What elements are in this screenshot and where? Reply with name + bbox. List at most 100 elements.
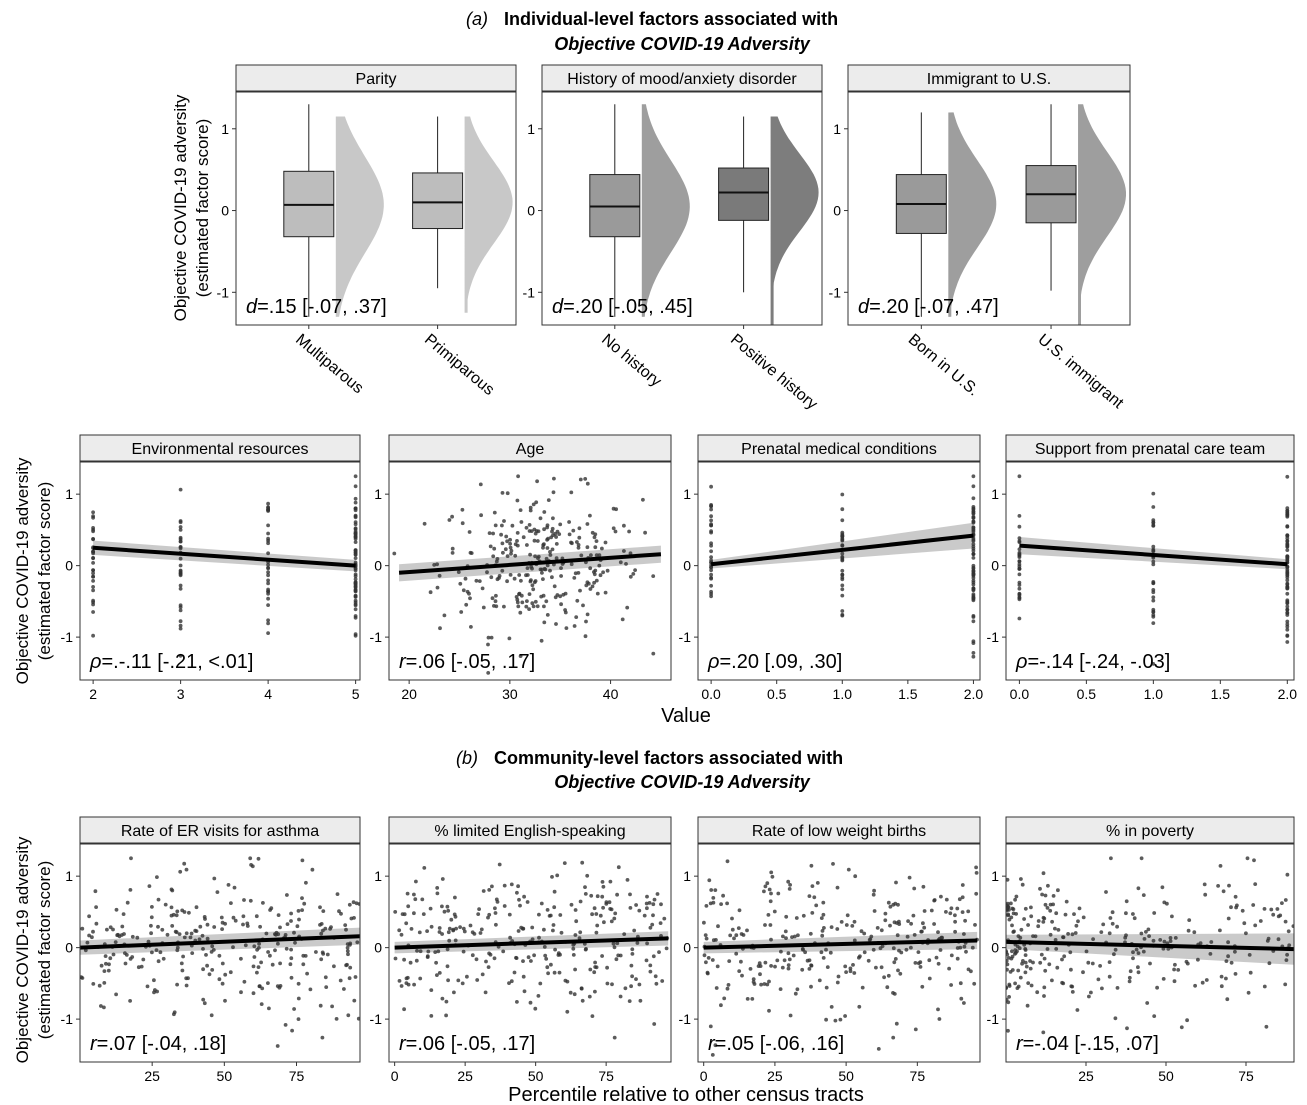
data-point — [1252, 858, 1256, 863]
data-point — [1285, 872, 1290, 877]
data-point — [781, 934, 785, 939]
data-point — [936, 1007, 940, 1012]
data-point — [645, 894, 649, 899]
data-point — [628, 574, 633, 579]
data-point — [541, 545, 545, 550]
data-point — [556, 951, 561, 956]
data-point — [452, 912, 457, 917]
data-point — [502, 904, 507, 908]
data-point — [1053, 938, 1058, 942]
data-point — [603, 590, 608, 595]
data-point — [1151, 524, 1156, 528]
data-point — [202, 1001, 207, 1006]
data-point — [709, 514, 713, 519]
data-point — [1115, 986, 1120, 990]
data-point — [608, 879, 613, 884]
data-point — [418, 976, 423, 981]
panel-title: Parity — [356, 71, 397, 88]
data-point — [478, 931, 483, 935]
data-point — [597, 553, 602, 558]
panel-border — [235, 91, 517, 326]
data-point — [971, 595, 976, 600]
data-point — [585, 612, 590, 617]
data-point — [848, 969, 853, 974]
data-point — [960, 895, 965, 900]
data-point — [620, 617, 625, 622]
data-point — [1253, 882, 1258, 886]
data-point — [1151, 662, 1156, 666]
data-point — [883, 918, 888, 923]
data-point — [974, 865, 978, 870]
panel-strip — [847, 64, 1131, 92]
data-point — [518, 508, 523, 512]
data-point — [268, 953, 272, 958]
data-point — [1010, 968, 1015, 972]
data-point — [734, 933, 739, 938]
data-point — [353, 595, 358, 599]
data-point — [558, 913, 563, 917]
data-point — [971, 516, 976, 520]
data-point — [458, 581, 463, 586]
data-point — [266, 501, 270, 506]
data-point — [795, 987, 800, 992]
data-point — [266, 621, 270, 626]
data-point — [519, 520, 524, 524]
data-point — [266, 565, 270, 570]
data-point — [1089, 990, 1093, 995]
data-point — [647, 901, 652, 905]
data-point — [348, 965, 353, 970]
data-point — [346, 1013, 351, 1018]
data-point — [578, 477, 583, 482]
data-point — [413, 897, 418, 902]
data-point — [296, 981, 301, 986]
data-point — [1013, 981, 1017, 986]
data-point — [505, 579, 509, 584]
data-point — [869, 934, 874, 939]
data-point — [252, 944, 257, 949]
data-point — [953, 929, 957, 934]
x-tick-label: 2.0 — [1278, 686, 1298, 702]
data-point — [1285, 952, 1289, 957]
data-point — [1045, 906, 1050, 910]
panel-border — [1005, 843, 1295, 1063]
data-point — [267, 1006, 271, 1011]
data-point — [525, 599, 529, 603]
panel-border — [388, 843, 672, 1063]
data-point — [356, 1016, 360, 1021]
data-point — [1055, 965, 1060, 970]
data-point — [1151, 938, 1156, 943]
data-point — [494, 559, 499, 564]
data-point — [840, 492, 845, 497]
data-point — [1041, 920, 1046, 924]
data-point — [1233, 894, 1238, 899]
stat-annotation: ρ=.-.11 [-.21, <.01] — [89, 651, 253, 673]
data-point — [1006, 962, 1010, 967]
data-point — [420, 897, 425, 902]
data-point — [548, 550, 552, 554]
data-point — [497, 862, 502, 867]
x-tick-label: 75 — [289, 1068, 305, 1084]
data-point — [1107, 931, 1112, 936]
data-point — [574, 919, 579, 924]
data-point — [178, 626, 183, 631]
stat-prefix: ρ — [1015, 651, 1027, 673]
data-point — [412, 982, 416, 987]
data-point — [353, 506, 358, 511]
data-point — [602, 920, 606, 925]
data-point — [91, 929, 95, 934]
data-point — [437, 971, 442, 975]
data-point — [613, 911, 618, 916]
data-point — [399, 984, 404, 988]
data-point — [266, 981, 270, 985]
data-point — [562, 861, 567, 865]
data-point — [512, 576, 517, 581]
data-point — [971, 571, 976, 576]
data-point — [487, 951, 491, 956]
data-point — [713, 888, 718, 892]
data-point — [971, 651, 976, 655]
data-point — [491, 554, 496, 559]
data-point — [1262, 907, 1267, 911]
data-point — [840, 572, 845, 577]
row2-ylabel-line1: Objective COVID-19 adversity — [13, 457, 32, 684]
